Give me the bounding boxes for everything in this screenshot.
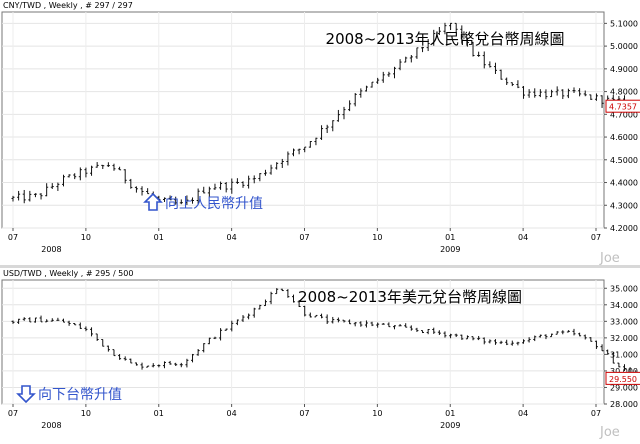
y-tick-label: 33.000 bbox=[610, 317, 638, 326]
y-tick-label: 4.6000 bbox=[610, 133, 638, 142]
x-tick-label: 07 bbox=[591, 409, 601, 418]
x-tick-label: 07 bbox=[8, 233, 18, 242]
x-year-label: 2008 bbox=[41, 245, 61, 254]
y-tick-label: 4.8000 bbox=[610, 88, 638, 97]
y-tick-label: 28.000 bbox=[610, 400, 638, 409]
y-tick-label: 4.5000 bbox=[610, 156, 638, 165]
x-tick-label: 10 bbox=[81, 409, 91, 418]
x-tick-label: 01 bbox=[154, 233, 164, 242]
annotation-text: 向下台幣升值 bbox=[38, 387, 122, 403]
y-tick-label: 4.3000 bbox=[610, 201, 638, 210]
usd-twd-chart: USD/TWD , Weekly , # 295 / 50028.00029.0… bbox=[0, 268, 640, 440]
x-tick-label: 07 bbox=[299, 409, 309, 418]
x-year-label: 2009 bbox=[440, 245, 460, 254]
chart-title: 2008~2013年美元兌台幣周線圖 bbox=[298, 288, 522, 306]
x-tick-label: 04 bbox=[518, 409, 528, 418]
y-tick-label: 4.2000 bbox=[610, 224, 638, 233]
x-tick-label: 04 bbox=[227, 233, 237, 242]
x-year-label: 2009 bbox=[440, 421, 460, 430]
chart-header: CNY/TWD , Weekly , # 297 / 297 bbox=[3, 1, 133, 10]
last-price-label: 4.7357 bbox=[609, 103, 637, 112]
y-tick-label: 5.0000 bbox=[610, 42, 638, 51]
y-tick-label: 35.000 bbox=[610, 284, 638, 293]
x-tick-label: 10 bbox=[372, 233, 382, 242]
chart-title: 2008~2013年人民幣兌台幣周線圖 bbox=[326, 30, 565, 48]
x-tick-label: 01 bbox=[445, 233, 455, 242]
annotation-text: 向上人民幣升值 bbox=[165, 196, 263, 212]
y-tick-label: 34.000 bbox=[610, 301, 638, 310]
watermark: Joe bbox=[599, 425, 620, 440]
x-tick-label: 07 bbox=[591, 233, 601, 242]
x-tick-label: 07 bbox=[8, 409, 18, 418]
chart-header: USD/TWD , Weekly , # 295 / 500 bbox=[3, 269, 133, 278]
y-tick-label: 4.4000 bbox=[610, 179, 638, 188]
cny-twd-chart-panel: CNY/TWD , Weekly , # 297 / 297 4.2000 4.30… bbox=[0, 0, 640, 265]
x-tick-label: 07 bbox=[299, 233, 309, 242]
watermark: Joe bbox=[599, 251, 620, 265]
y-tick-label: 31.000 bbox=[610, 350, 638, 359]
y-tick-label: 5.1000 bbox=[610, 19, 638, 28]
last-price-label: 29.550 bbox=[609, 375, 637, 384]
cny-twd-chart: CNY/TWD , Weekly , # 297 / 297 4.2000 4.30… bbox=[0, 0, 640, 265]
y-tick-label: 4.9000 bbox=[610, 65, 638, 74]
x-tick-label: 10 bbox=[372, 409, 382, 418]
y-tick-label: 32.000 bbox=[610, 334, 638, 343]
x-tick-label: 01 bbox=[445, 409, 455, 418]
x-tick-label: 04 bbox=[518, 233, 528, 242]
x-tick-label: 01 bbox=[154, 409, 164, 418]
x-tick-label: 04 bbox=[227, 409, 237, 418]
x-tick-label: 10 bbox=[81, 233, 91, 242]
x-year-label: 2008 bbox=[41, 421, 61, 430]
